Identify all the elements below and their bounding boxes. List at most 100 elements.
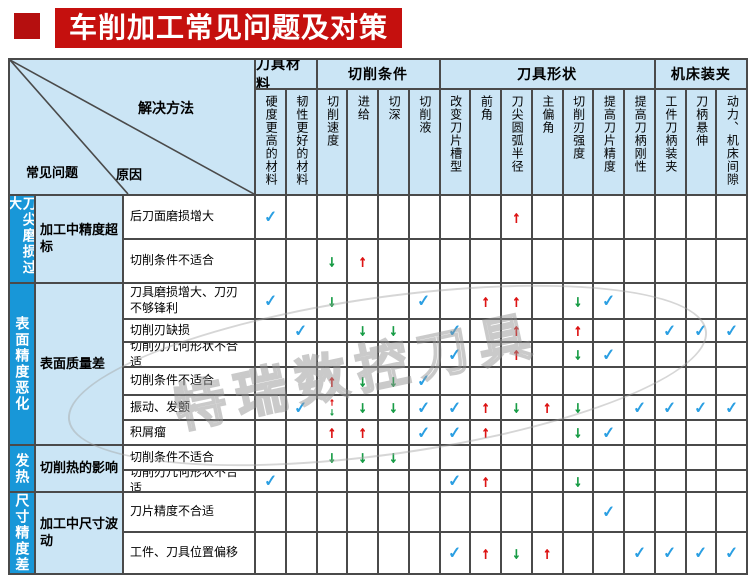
mark-cell: ↑ bbox=[471, 396, 500, 419]
mark-cell bbox=[256, 446, 285, 469]
column-header-9: 刀尖圆弧半径 bbox=[502, 90, 531, 194]
corner-label-common-problem: 常见问题 bbox=[26, 165, 79, 180]
mark-cell bbox=[532, 343, 562, 366]
column-group-header-3: 刀具形状 bbox=[440, 60, 654, 88]
mark-cell bbox=[409, 240, 439, 282]
mark-cell bbox=[256, 493, 285, 531]
mark-cell bbox=[379, 493, 408, 531]
mark-cell: ✓ bbox=[594, 493, 623, 531]
cause-cell: 切削条件不适合 bbox=[124, 368, 254, 394]
mark-cell: ↑ bbox=[502, 284, 531, 318]
check-icon: ✓ bbox=[693, 322, 709, 340]
category-cell-2: 表面精度恶化 bbox=[10, 284, 34, 444]
mark-cell bbox=[348, 196, 377, 238]
mark-cell bbox=[440, 493, 470, 531]
mark-cell bbox=[348, 493, 377, 531]
vertical-label: 刀尖磨损过大 bbox=[10, 196, 34, 276]
mark-cell bbox=[594, 471, 623, 491]
column-group-header-2: 切削条件 bbox=[317, 60, 439, 88]
cause-cell: 切削条件不适合 bbox=[124, 240, 254, 282]
mark-cell: ↓ bbox=[502, 533, 531, 573]
mark-cell bbox=[625, 493, 654, 531]
up-arrow-icon: ↑ bbox=[512, 292, 521, 310]
title-accent-square bbox=[14, 13, 40, 39]
cause-cell: 切削刃几何形状不合适 bbox=[124, 343, 254, 366]
mark-cell: ✓ bbox=[440, 533, 470, 573]
mark-cell bbox=[379, 240, 408, 282]
vertical-label: 刀尖圆弧半径 bbox=[510, 95, 525, 173]
mark-cell bbox=[532, 240, 562, 282]
mark-cell: ✓ bbox=[409, 368, 439, 394]
mark-cell: ↓ bbox=[563, 396, 593, 419]
mark-cell: ↑ ↓ bbox=[317, 396, 347, 419]
mark-cell bbox=[256, 533, 285, 573]
mark-cell bbox=[256, 343, 285, 366]
mark-cell bbox=[625, 446, 654, 469]
column-header-3: 切削速度 bbox=[317, 90, 347, 194]
column-header-13: 提高刀柄刚性 bbox=[625, 90, 654, 194]
mark-cell: ✓ bbox=[717, 396, 746, 419]
down-arrow-icon: ↓ bbox=[389, 322, 398, 340]
mark-cell: ↑ bbox=[502, 343, 531, 366]
mark-cell bbox=[625, 471, 654, 491]
mark-cell bbox=[317, 320, 347, 341]
column-group-header-1: 刀具材料 bbox=[256, 60, 316, 88]
mark-cell bbox=[625, 196, 654, 238]
mark-cell: ↑ bbox=[532, 396, 562, 419]
mark-cell bbox=[348, 284, 377, 318]
mark-cell bbox=[379, 533, 408, 573]
table-grid: 解决方法 常见问题 原因 刀具材料 切削条件 刀具形状 机床装夹 硬度更高的材料 韧性更好… bbox=[8, 58, 748, 575]
page-title: 车削加工常见问题及对策 bbox=[55, 8, 403, 48]
mark-cell bbox=[502, 421, 531, 444]
column-header-7: 改变刀片槽型 bbox=[440, 90, 470, 194]
down-arrow-icon: ↓ bbox=[328, 292, 336, 310]
mark-cell bbox=[256, 240, 285, 282]
mark-cell: ↓ bbox=[379, 368, 408, 394]
column-group-header-4: 机床装夹 bbox=[655, 60, 746, 88]
mark-cell bbox=[348, 471, 377, 491]
check-icon: ✓ bbox=[724, 544, 739, 563]
mark-cell: ↑ bbox=[471, 471, 500, 491]
cause-cell: 切削刃几何形状不合适 bbox=[124, 471, 254, 491]
vertical-label: 表面精度恶化 bbox=[14, 316, 31, 412]
vertical-label: 主偏角 bbox=[540, 95, 555, 134]
mark-cell bbox=[317, 196, 347, 238]
mark-cell bbox=[409, 493, 439, 531]
down-arrow-icon: ↓ bbox=[358, 449, 367, 467]
mark-cell: ↑ bbox=[348, 421, 377, 444]
mark-cell: ↑ bbox=[502, 320, 531, 341]
check-icon: ✓ bbox=[601, 346, 616, 364]
mark-cell: ✓ bbox=[256, 471, 285, 491]
vertical-label: 动力、机床间隙 bbox=[725, 95, 740, 186]
mark-cell bbox=[471, 240, 500, 282]
mark-cell: ✓ bbox=[409, 284, 439, 318]
up-arrow-icon: ↑ bbox=[481, 424, 490, 442]
up-arrow-icon: ↑ bbox=[512, 322, 521, 340]
down-arrow-icon: ↓ bbox=[328, 252, 336, 270]
mark-cell: ✓ bbox=[409, 421, 439, 444]
cause-cell: 刀具磨损增大、刀刃不够锋利 bbox=[124, 284, 254, 318]
corner-header-cell: 解决方法 常见问题 原因 bbox=[10, 60, 254, 194]
mark-cell bbox=[594, 240, 623, 282]
check-icon: ✓ bbox=[662, 544, 678, 563]
mark-cell: ✓ bbox=[594, 421, 623, 444]
mark-cell bbox=[440, 284, 470, 318]
mark-cell: ✓ bbox=[440, 421, 470, 444]
mark-cell: ✓ bbox=[655, 533, 685, 573]
mark-cell: ↓ bbox=[379, 446, 408, 469]
mark-cell bbox=[440, 240, 470, 282]
down-arrow-icon: ↓ bbox=[512, 544, 521, 562]
mark-cell: ↓ bbox=[563, 343, 593, 366]
mark-cell: ✓ bbox=[440, 320, 470, 341]
mark-cell: ↓ bbox=[317, 240, 347, 282]
down-arrow-icon: ↓ bbox=[574, 472, 582, 490]
cause-cell: 切削条件不适合 bbox=[124, 446, 254, 469]
cause-cell: 切削刃缺损 bbox=[124, 320, 254, 341]
mark-cell: ✓ bbox=[256, 284, 285, 318]
down-arrow-icon: ↓ bbox=[389, 449, 398, 467]
mark-cell bbox=[625, 343, 654, 366]
mark-cell bbox=[717, 493, 746, 531]
check-icon: ✓ bbox=[447, 544, 463, 563]
mark-cell: ↓ bbox=[348, 396, 377, 419]
mark-cell: ✓ bbox=[286, 320, 316, 341]
